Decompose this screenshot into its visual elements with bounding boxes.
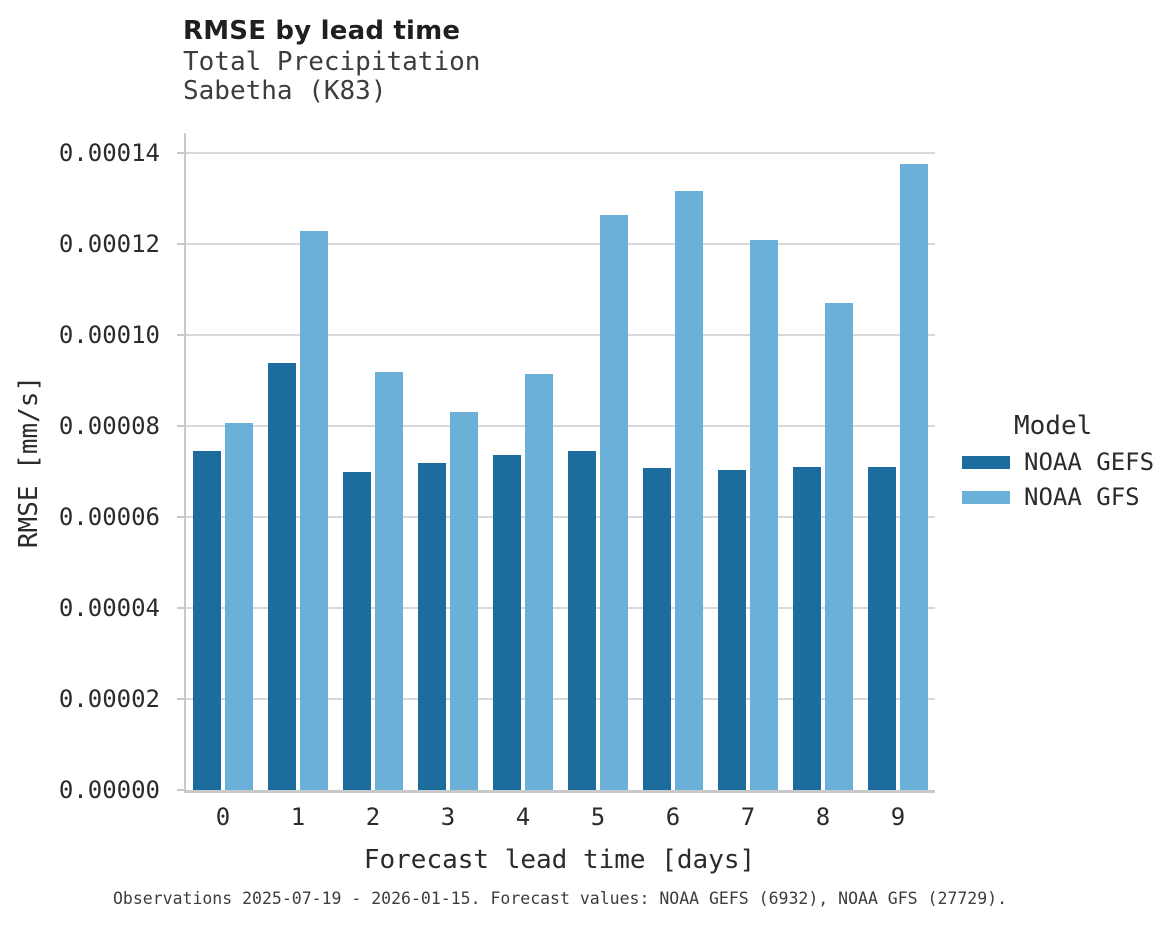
y-tick-label: 0.00010 (58, 321, 160, 350)
x-tick-label: 3 (440, 803, 456, 831)
bar-noaa-gefs-lead-9 (868, 467, 896, 790)
y-tick-label: 0.00006 (58, 503, 160, 532)
x-tick-label: 1 (290, 803, 306, 831)
bar-noaa-gfs-lead-3 (450, 412, 478, 790)
legend-label-noaa-gefs: NOAA GEFS (1024, 448, 1155, 476)
y-tick (177, 516, 184, 519)
bar-noaa-gfs-lead-4 (525, 374, 553, 790)
x-tick-label: 4 (515, 803, 531, 831)
y-tick-label: 0.00000 (58, 776, 160, 804)
gridline (186, 152, 935, 155)
caption: Observations 2025-07-19 - 2026-01-15. Fo… (112, 889, 1008, 908)
legend-swatch-noaa-gefs-icon (962, 455, 1010, 469)
gridline (186, 425, 935, 428)
x-tick-label: 0 (215, 803, 231, 831)
x-tick-label: 5 (590, 803, 606, 831)
y-tick (177, 607, 184, 610)
bar-noaa-gfs-lead-5 (600, 215, 628, 790)
y-tick (177, 698, 184, 701)
gridline (186, 698, 935, 701)
bar-noaa-gefs-lead-8 (793, 467, 821, 790)
gridline (186, 607, 935, 610)
bar-noaa-gefs-lead-2 (343, 472, 371, 790)
legend-label-noaa-gfs: NOAA GFS (1024, 483, 1140, 511)
y-tick-label: 0.00008 (58, 412, 160, 441)
y-tick (177, 334, 184, 337)
gridline (186, 334, 935, 337)
legend-item-noaa-gfs: NOAA GFS (962, 483, 1154, 511)
chart-subtitle-variable: Total Precipitation (183, 47, 481, 77)
x-tick-label: 6 (665, 803, 681, 831)
y-tick-label: 0.00014 (58, 139, 160, 168)
plot-area: 0.00000 0.00002 0.00004 0.00006 0.00008 0.000… (59, 133, 935, 831)
bar-noaa-gfs-lead-8 (825, 303, 853, 790)
gridline (186, 516, 935, 519)
x-axis-title: Forecast lead time [days] (363, 845, 756, 875)
y-tick (177, 243, 184, 246)
legend-item-noaa-gefs: NOAA GEFS (962, 448, 1154, 476)
y-tick (177, 425, 184, 428)
x-tick-label: 7 (740, 803, 756, 831)
y-tick (177, 152, 184, 155)
x-tick-label: 8 (815, 803, 831, 831)
x-tick-label: 9 (890, 803, 906, 831)
bar-noaa-gefs-lead-6 (643, 468, 671, 790)
bar-noaa-gfs-lead-2 (375, 372, 403, 790)
x-tick-label: 2 (365, 803, 381, 831)
bar-noaa-gefs-lead-3 (418, 463, 446, 790)
legend-title: Model (1014, 411, 1093, 441)
bar-noaa-gefs-lead-7 (718, 470, 746, 790)
bar-noaa-gefs-lead-4 (493, 455, 521, 790)
bar-noaa-gefs-lead-1 (268, 363, 296, 790)
bar-noaa-gfs-lead-0 (225, 423, 253, 790)
title-block: RMSE by lead time Total Precipitation Sa… (183, 14, 480, 106)
bar-noaa-gfs-lead-1 (300, 231, 328, 790)
bar-noaa-gfs-lead-7 (750, 240, 778, 790)
bar-noaa-gefs-lead-5 (568, 451, 596, 790)
chart-title: RMSE by lead time (183, 16, 461, 46)
y-tick-label: 0.00004 (58, 594, 160, 623)
legend-swatch-noaa-gfs-icon (962, 490, 1010, 504)
bar-noaa-gefs-lead-0 (193, 451, 221, 790)
bar-noaa-gfs-lead-6 (675, 191, 703, 790)
chart-subtitle-station: Sabetha (K83) (183, 76, 387, 106)
y-tick-label: 0.00012 (58, 230, 160, 259)
bar-noaa-gfs-lead-9 (900, 164, 928, 790)
legend: Model NOAA GEFS NOAA GFS (962, 412, 1154, 518)
y-axis-title: RMSE [mm/s] (14, 375, 44, 549)
y-tick (177, 789, 184, 791)
gridline (186, 243, 935, 246)
y-tick-label: 0.00002 (58, 685, 160, 714)
